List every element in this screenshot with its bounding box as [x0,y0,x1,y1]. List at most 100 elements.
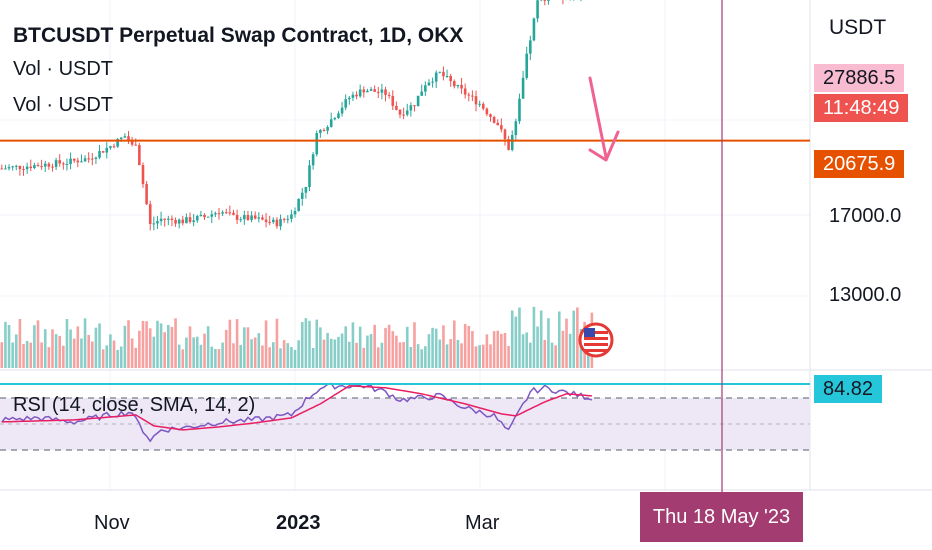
volume-bar [532,306,536,368]
volume-bar [507,346,510,368]
candle-body [18,165,22,170]
candle-body [152,223,156,225]
volume-bar [431,327,434,368]
us-flag-canton [584,328,595,337]
candle-body [163,218,166,220]
candle-body [489,114,492,117]
volume-bar [442,325,445,368]
volume-bar [409,346,413,368]
volume-bar [232,343,235,368]
candle-body [376,91,380,93]
candle-body [492,116,496,123]
candle-body [510,135,514,150]
volume-bar [326,332,329,368]
volume-bar [138,330,141,368]
candle-body [214,213,217,215]
volume-bar [308,320,311,368]
volume-bar [228,319,232,368]
volume-bar [264,320,268,368]
candle-body [434,72,438,82]
volume-bar [402,342,405,368]
candle-body [116,139,119,147]
candle-body [134,144,138,146]
candle-body [199,214,203,217]
volume-bar [159,323,163,368]
volume-bar [297,340,300,368]
rsi-value-badge: 84.82 [814,375,883,403]
candle-body [398,109,402,115]
candle-body [264,219,268,222]
candle-body [206,216,210,218]
volume-bar [7,324,11,368]
volume-bar [416,344,420,368]
candle-body [228,212,232,214]
volume-bar [300,322,304,368]
candle-body [304,186,308,193]
volume-bar [123,325,127,368]
candle-body [275,219,279,227]
candle-body [83,158,87,162]
candle-body [514,121,518,136]
volume-legend-1[interactable]: Vol · USDT [13,58,114,80]
candle-body [438,71,442,73]
candle-body [329,119,333,128]
candle-body [366,90,369,93]
candle-body [14,165,18,167]
candle-body [210,214,214,217]
volume-bar [489,344,492,368]
volume-bar [152,336,156,368]
volume-bar [438,339,442,368]
volume-bar [380,342,384,368]
volume-bar [0,342,4,368]
volume-bar [449,339,452,368]
candle-body [395,105,398,110]
volume-bar [72,338,76,368]
volume-bar [18,318,22,368]
support-price-badge: 20675.9 [814,150,905,178]
volume-bar [185,337,188,368]
arrow-annotation [588,76,608,159]
volume-bar [109,334,112,368]
volume-bar [43,329,47,368]
volume-bar [250,339,253,368]
volume-bar [203,333,206,368]
candle-body [138,145,141,166]
candle-body [62,163,65,165]
volume-bar [572,310,576,368]
candle-body [127,136,130,142]
candle-body [101,151,105,153]
x-tick-mar: Mar [465,512,500,534]
candle-body [243,215,246,220]
candle-body [159,218,163,222]
candle-body [369,89,373,91]
volume-bar [485,334,489,368]
volume-bar [568,333,572,368]
volume-bar [565,318,568,368]
volume-bar [156,320,159,368]
candle-body [119,137,123,140]
candle-body [181,219,185,224]
volume-legend-2[interactable]: Vol · USDT [13,94,114,116]
y-tick-13000: 13000.0 [829,284,902,306]
volume-bar [282,340,286,368]
candle-body [170,218,174,221]
volume-bar [478,345,481,368]
candle-body [47,163,51,167]
volume-bar [65,319,69,368]
volume-bar [51,329,54,368]
volume-bar [170,326,174,368]
candle-body [311,154,315,166]
candle-body [203,214,206,218]
volume-bar [329,338,333,368]
volume-bar [279,348,282,368]
candle-body [188,217,192,222]
candle-body [384,89,387,95]
candle-body [351,94,355,98]
candle-body [43,163,47,167]
rsi-legend[interactable]: RSI (14, close, SMA, 14, 2) [13,394,256,416]
volume-bar [54,334,58,368]
volume-bar [420,349,424,368]
volume-bar [22,343,25,368]
candle-body [413,105,416,107]
